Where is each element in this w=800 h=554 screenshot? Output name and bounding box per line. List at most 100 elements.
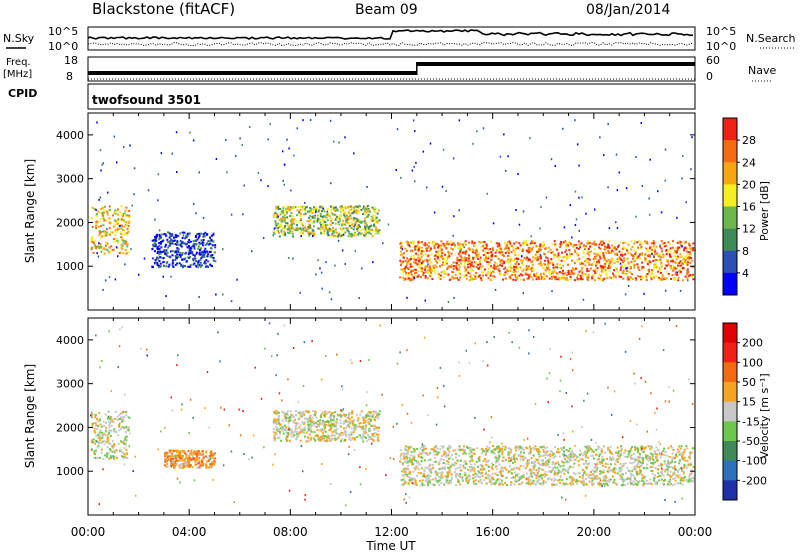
- data-cell: [108, 426, 111, 429]
- data-cell: [634, 446, 637, 449]
- data-cell: [510, 250, 513, 253]
- y-tick-label: 1000: [56, 260, 84, 273]
- data-cell: [562, 241, 565, 244]
- data-cell: [313, 233, 316, 236]
- data-cell: [348, 434, 351, 437]
- data-cell: [356, 436, 359, 439]
- data-cell: [567, 279, 570, 282]
- data-cell: [102, 214, 105, 217]
- data-cell: [154, 235, 157, 238]
- data-cell: [340, 414, 343, 417]
- data-cell: [659, 456, 662, 459]
- data-cell: [479, 256, 482, 259]
- data-cell: [440, 271, 443, 274]
- data-cell: [413, 459, 416, 462]
- data-cell: [536, 255, 539, 258]
- data-cell: [310, 231, 313, 234]
- data-cell: [290, 227, 293, 230]
- data-cell: [604, 248, 607, 251]
- data-cell: [206, 250, 209, 253]
- data-cell: [684, 240, 687, 243]
- data-cell: [192, 245, 195, 248]
- data-cell: [185, 235, 188, 238]
- scatter-cell: [594, 208, 596, 211]
- data-cell: [91, 225, 94, 228]
- data-cell: [350, 421, 353, 424]
- data-cell: [402, 276, 405, 279]
- data-cell: [536, 273, 539, 276]
- data-cell: [508, 465, 511, 468]
- scatter-cell: [530, 235, 532, 238]
- data-cell: [156, 247, 159, 250]
- data-cell: [562, 272, 565, 275]
- data-cell: [417, 256, 420, 259]
- data-cell: [299, 205, 302, 208]
- data-cell: [414, 261, 417, 264]
- data-cell: [374, 424, 377, 427]
- data-cell: [433, 258, 436, 261]
- data-cell: [629, 480, 632, 483]
- data-cell: [282, 428, 285, 431]
- data-cell: [623, 452, 626, 455]
- data-cell: [351, 437, 354, 440]
- data-cell: [372, 424, 375, 427]
- data-cell: [304, 229, 307, 232]
- colorbar-tick-label: 12: [742, 223, 756, 236]
- data-cell: [367, 412, 370, 415]
- data-cell: [633, 240, 636, 243]
- data-cell: [659, 255, 662, 258]
- data-cell: [98, 431, 101, 434]
- data-cell: [645, 259, 648, 262]
- data-cell: [198, 241, 201, 244]
- data-cell: [285, 434, 288, 437]
- data-cell: [401, 470, 404, 473]
- data-cell: [643, 477, 646, 480]
- data-cell: [690, 257, 693, 260]
- data-cell: [320, 429, 323, 432]
- data-cell: [181, 236, 184, 239]
- data-cell: [309, 414, 312, 417]
- scatter-cell: [412, 119, 415, 122]
- data-cell: [613, 261, 616, 264]
- data-cell: [426, 255, 429, 258]
- data-cell: [477, 253, 480, 256]
- data-cell: [674, 261, 677, 264]
- data-cell: [644, 446, 647, 449]
- data-cell: [95, 220, 98, 223]
- data-cell: [195, 463, 198, 466]
- data-cell: [517, 263, 520, 266]
- data-cell: [198, 249, 201, 252]
- data-cell: [276, 427, 279, 430]
- data-cell: [197, 450, 200, 453]
- data-cell: [436, 246, 439, 249]
- data-cell: [176, 256, 179, 259]
- data-cell: [689, 273, 692, 276]
- data-cell: [98, 229, 101, 232]
- data-cell: [637, 255, 640, 258]
- data-cell: [468, 446, 471, 449]
- data-cell: [485, 247, 488, 250]
- data-cell: [485, 244, 488, 247]
- data-cell: [641, 261, 644, 264]
- data-cell: [327, 226, 330, 229]
- data-cell: [467, 263, 470, 266]
- data-cell: [285, 413, 288, 416]
- data-cell: [365, 215, 368, 218]
- data-cell: [494, 472, 497, 475]
- data-cell: [378, 410, 381, 413]
- data-cell: [518, 242, 521, 245]
- data-cell: [558, 256, 561, 259]
- data-cell: [171, 234, 174, 237]
- data-cell: [289, 215, 292, 218]
- data-cell: [308, 234, 311, 237]
- data-cell: [464, 257, 467, 260]
- colorbar-tick-label: 20: [742, 178, 756, 191]
- scatter-cell: [300, 235, 302, 238]
- data-cell: [459, 251, 462, 254]
- scatter-cell: [189, 131, 191, 134]
- data-cell: [471, 248, 474, 251]
- data-cell: [484, 244, 487, 247]
- data-cell: [471, 276, 474, 279]
- data-cell: [342, 427, 345, 430]
- data-cell: [653, 264, 656, 267]
